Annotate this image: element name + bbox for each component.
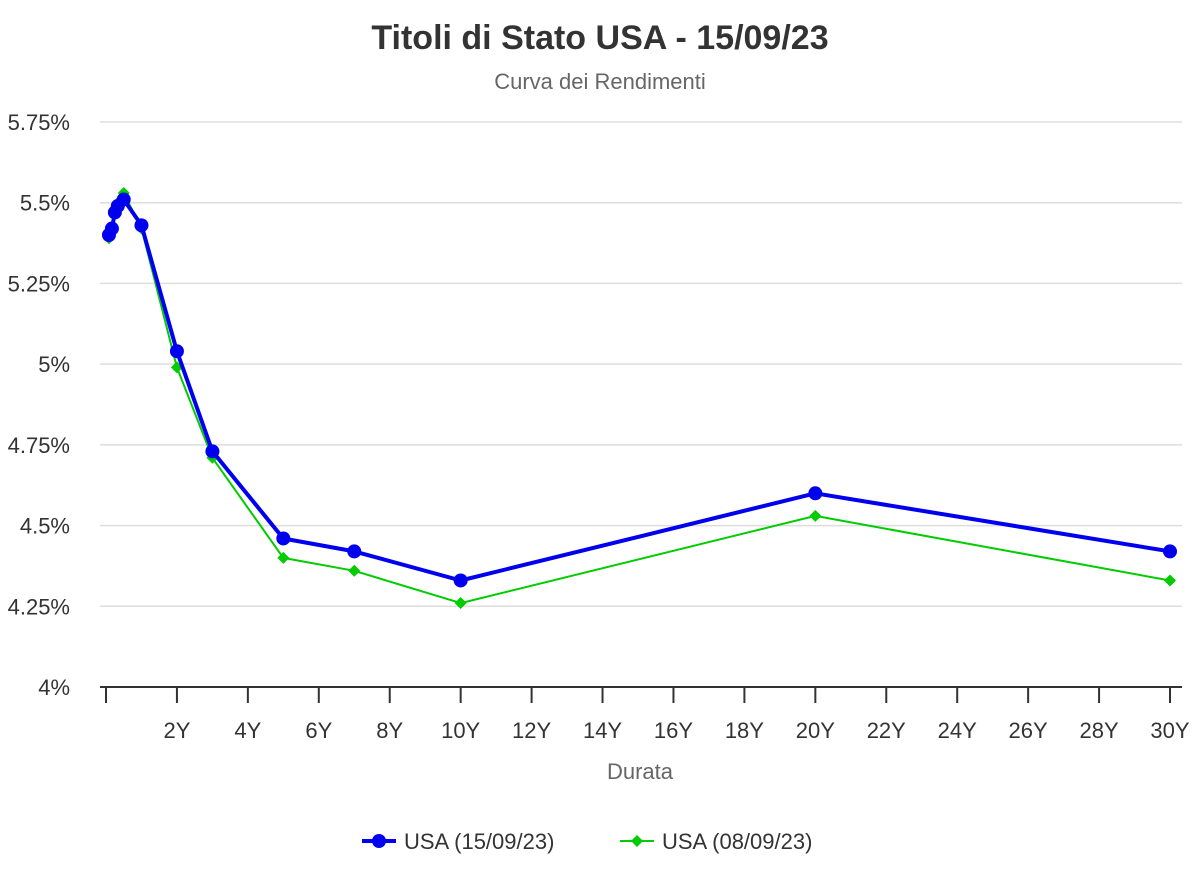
data-point[interactable] (808, 486, 823, 501)
y-tick-label: 4.75% (8, 433, 70, 458)
series-line (107, 192, 1171, 605)
legend-item[interactable]: USA (15/09/23) (362, 829, 554, 854)
data-point[interactable] (454, 597, 467, 610)
series-current (101, 192, 1177, 588)
x-tick-label: 2Y (163, 718, 190, 743)
legend-marker (631, 835, 643, 847)
legend: USA (15/09/23) USA (08/09/23) (362, 829, 812, 854)
data-point[interactable] (809, 509, 822, 522)
series-layer (101, 187, 1177, 610)
series-previous (102, 187, 1176, 610)
data-point[interactable] (169, 344, 184, 359)
chart-subtitle: Curva dei Rendimenti (494, 69, 706, 94)
x-tick-label: 26Y (1009, 718, 1048, 743)
x-tick-label: 22Y (867, 718, 906, 743)
y-tick-label: 5.75% (8, 110, 70, 135)
data-point[interactable] (134, 218, 149, 233)
legend-item[interactable]: USA (08/09/23) (620, 829, 812, 854)
y-axis-ticks: 4% 4.25% 4.5% 4.75% 5% 5.25% 5.5% 5.75% (8, 110, 70, 700)
data-point[interactable] (347, 544, 362, 559)
data-point[interactable] (116, 192, 131, 207)
x-tick-label: 20Y (796, 718, 835, 743)
series-line (107, 197, 1171, 583)
x-tick-label: 12Y (512, 718, 551, 743)
x-tick-label: 16Y (654, 718, 693, 743)
x-tick-label: 28Y (1079, 718, 1118, 743)
x-tick-label: 30Y (1150, 718, 1189, 743)
x-tick-label: 8Y (376, 718, 403, 743)
data-point[interactable] (1164, 574, 1176, 587)
y-tick-label: 5.5% (20, 191, 70, 216)
legend-marker (372, 834, 386, 848)
data-point[interactable] (1163, 544, 1177, 559)
x-tick-label: 6Y (305, 718, 332, 743)
y-tick-label: 4.25% (8, 594, 70, 619)
legend-label: USA (15/09/23) (404, 829, 554, 854)
y-tick-label: 4% (38, 675, 70, 700)
data-point[interactable] (277, 551, 290, 564)
grid-layer (100, 121, 1182, 608)
chart-title: Titoli di Stato USA - 15/09/23 (371, 19, 828, 57)
data-point[interactable] (205, 444, 220, 459)
data-point[interactable] (453, 573, 468, 588)
y-tick-label: 4.5% (20, 514, 70, 539)
x-axis-title: Durata (607, 759, 674, 784)
x-tick-label: 18Y (725, 718, 764, 743)
x-tick-label: 24Y (938, 718, 977, 743)
data-point[interactable] (276, 531, 291, 546)
x-tick-label: 10Y (441, 718, 480, 743)
y-tick-label: 5.25% (8, 271, 70, 296)
x-tick-label: 4Y (234, 718, 261, 743)
y-tick-label: 5% (38, 352, 70, 377)
x-axis-ticks: 2Y 4Y 6Y 8Y 10Y 12Y 14Y 16Y 18Y 20Y 22Y 24Y 26Y 28Y 30… (105, 687, 1190, 743)
x-tick-label: 14Y (583, 718, 622, 743)
data-point[interactable] (104, 221, 119, 236)
data-point[interactable] (348, 564, 361, 577)
legend-label: USA (08/09/23) (662, 829, 812, 854)
